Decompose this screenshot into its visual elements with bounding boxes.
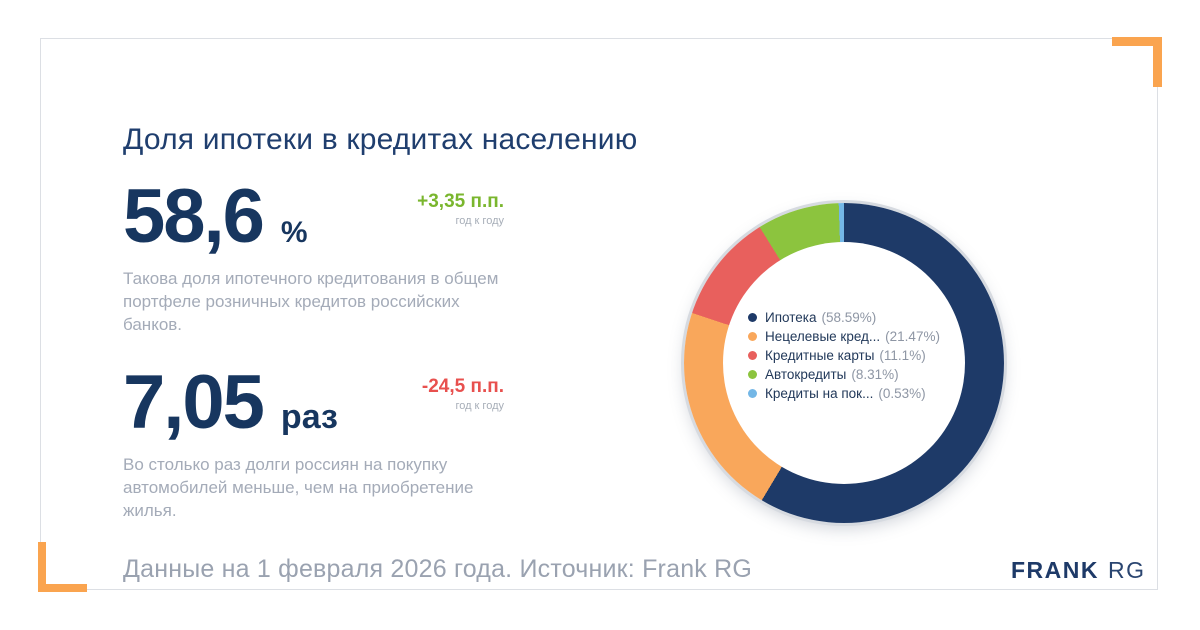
delta-caption: год к году (455, 214, 504, 227)
stat-delta-block: +3,35 п.п. год к году (361, 191, 504, 227)
legend-percent: (8.31%) (851, 366, 899, 382)
delta-caption: год к году (455, 399, 504, 412)
stat-value: 7,05 (123, 360, 265, 445)
legend-item: Ипотека (58.59%) (748, 311, 940, 324)
legend-percent: (11.1%) (879, 347, 926, 363)
stat-description: Во столько раз долги россиян на покупку … (123, 455, 474, 520)
donut-hole (723, 242, 965, 484)
legend-percent: (0.53%) (878, 385, 926, 401)
legend-label: Кредиты на пок... (765, 385, 874, 401)
legend-dot-icon (748, 370, 757, 379)
stat-value: 58,6 (123, 174, 265, 259)
legend-dot-icon (748, 389, 757, 398)
legend-percent: (58.59%) (821, 309, 877, 325)
stat-value-row: 58,6 % (123, 179, 308, 255)
donut-chart: Ипотека (58.59%) Нецелевые кред... (21.47%)… (684, 203, 1004, 523)
legend-dot-icon (748, 351, 757, 360)
legend-dot-icon (748, 332, 757, 341)
stat-delta-block: -24,5 п.п. год к году (361, 376, 504, 412)
stat-auto-vs-housing: 7,05 раз (123, 365, 338, 441)
footer-source: Данные на 1 февраля 2026 года. Источник:… (123, 555, 753, 583)
delta-value: +3,35 п.п. (417, 191, 504, 212)
delta-value: -24,5 п.п. (421, 376, 504, 397)
logo-frank-text: FRANK (1011, 557, 1099, 583)
legend-label: Автокредиты (765, 366, 847, 382)
stat-unit: раз (280, 398, 338, 436)
legend-item: Нецелевые кред... (21.47%) (748, 330, 940, 343)
legend-label: Кредитные карты (765, 347, 875, 363)
legend-dot-icon (748, 313, 757, 322)
stat-value-row: 7,05 раз (123, 365, 338, 441)
stat-mortgage-share: 58,6 % (123, 179, 308, 255)
legend-label: Ипотека (765, 309, 817, 325)
legend-item: Автокредиты (8.31%) (748, 368, 940, 381)
legend-item: Кредитные карты (11.1%) (748, 349, 940, 362)
legend-percent: (21.47%) (885, 328, 940, 344)
chart-legend: Ипотека (58.59%) Нецелевые кред... (21.47%)… (748, 311, 940, 400)
logo-rg-text: RG (1108, 557, 1146, 583)
legend-item: Кредиты на пок... (0.53%) (748, 387, 940, 400)
legend-label: Нецелевые кред... (765, 328, 881, 344)
infographic-card: Доля ипотеки в кредитах населению 58,6 %… (40, 38, 1158, 590)
corner-bracket-bottom-left (38, 542, 87, 592)
stat-unit: % (280, 216, 308, 249)
corner-bracket-top-right (1112, 37, 1162, 87)
stat-description: Такова доля ипотечного кредитования в об… (123, 269, 499, 334)
frank-rg-logo: FRANK RG (1011, 559, 1146, 582)
page-title: Доля ипотеки в кредитах населению (123, 123, 638, 156)
